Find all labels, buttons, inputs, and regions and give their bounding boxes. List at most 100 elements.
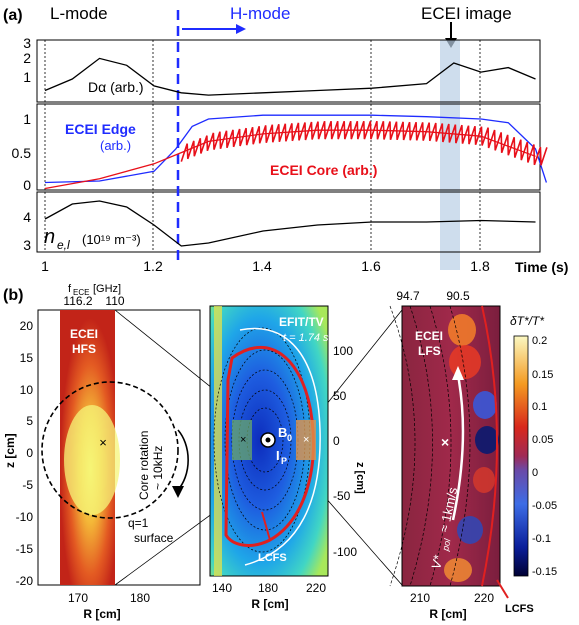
b0-dot	[265, 437, 271, 443]
hfs-hot-region	[64, 405, 120, 515]
y2-tick-1: 1	[23, 111, 31, 127]
left-y-ticks: 20 15 10 5 0 -5 -10 -15 -20	[16, 319, 34, 588]
left-ytick-m15: -15	[16, 542, 34, 556]
core-rotation-value: ~ 10kHz	[151, 446, 165, 490]
left-xtick-170: 170	[68, 591, 88, 605]
lfs-mode-blobs	[444, 314, 499, 582]
lcfs-right-pointer	[496, 579, 509, 599]
x-tick-1: 1	[41, 258, 49, 274]
y3-tick-4: 4	[23, 209, 31, 225]
left-ytick-20: 20	[20, 319, 34, 333]
mid-ztick-100: 100	[333, 344, 353, 358]
panel-a-data-lines	[44, 57, 548, 247]
efit-label: EFIT/TV	[279, 315, 324, 329]
x-tick-12: 1.2	[143, 258, 163, 274]
fece-sub-left: ECE	[73, 288, 89, 297]
vertical-gridlines	[44, 40, 481, 252]
lfs-title: ECEI	[415, 329, 443, 343]
x-tick-18: 1.8	[470, 258, 490, 274]
left-ytick-5: 5	[26, 414, 33, 428]
left-ytick-m20: -20	[16, 574, 34, 588]
b0-sub: 0	[287, 433, 292, 443]
hfs-title: ECEI	[70, 327, 98, 341]
lmode-label: L-mode	[50, 4, 108, 23]
y2-tick-05: 0.5	[12, 145, 32, 161]
y2-tick-0: 0	[23, 177, 31, 193]
ecei-image-label: ECEI image	[421, 4, 512, 23]
left-ytick-0: 0	[26, 446, 33, 460]
right-x-axis-label: R [cm]	[429, 607, 466, 621]
ip-sub: P	[281, 456, 287, 466]
mid-xtick-180: 180	[258, 581, 278, 595]
cbar-tick-0: 0	[532, 467, 538, 479]
cbar-tick-0.1: 0.1	[532, 401, 547, 413]
rotation-arrowhead	[172, 486, 184, 498]
cbar-tick-m0.15: -0.15	[532, 566, 557, 578]
left-ytick-m5: -5	[22, 478, 33, 492]
mid-ztick-m50: -50	[333, 489, 351, 503]
lfs-x-marker: ×	[441, 434, 449, 450]
y1-tick-2: 2	[23, 50, 31, 66]
cbar-tick-m0.1: -0.1	[532, 533, 551, 545]
fece-tick-905: 90.5	[446, 289, 470, 303]
hfs-x-marker: ×	[99, 435, 107, 450]
hfs-sub: HFS	[72, 342, 96, 356]
da-plot-frame	[36, 39, 541, 103]
q1-label: q=1	[128, 516, 149, 530]
da-label: Dα (arb.)	[88, 79, 144, 95]
core-rotation-label: Core rotation	[137, 431, 151, 500]
cbar-tick-0.05: 0.05	[532, 434, 553, 446]
cbar-tick-0.2: 0.2	[532, 335, 547, 347]
rotation-arrow	[177, 429, 189, 491]
q1-surface-circle	[41, 381, 179, 519]
lcfs-pointer	[261, 511, 271, 541]
left-ytick-10: 10	[20, 383, 34, 397]
mid-xtick-140: 140	[212, 581, 232, 595]
x-tick-16: 1.6	[361, 258, 381, 274]
efit-outer-white-contour	[239, 327, 321, 566]
hmode-label: H-mode	[230, 4, 290, 23]
y1-tick-1: 1	[23, 69, 31, 85]
vpol-arrowhead	[452, 366, 464, 380]
mid-ztick-50: 50	[333, 389, 347, 403]
fece-unit-left: [GHz]	[93, 283, 121, 295]
q1-surface-label: surface	[134, 531, 174, 545]
lfs-sub: LFS	[418, 344, 441, 358]
left-ytick-15: 15	[20, 351, 34, 365]
ecei-core-sawtooth	[180, 120, 548, 166]
vpol-symbol: V*	[428, 553, 446, 570]
colorbar-ticks: 0.2 0.15 0.1 0.05 0 -0.05 -0.1 -0.15	[532, 335, 557, 578]
mid-ztick-0: 0	[333, 434, 340, 448]
mid-xtick-220: 220	[306, 581, 326, 595]
panel-a-label: (a)	[3, 7, 23, 24]
hmode-arrowhead	[236, 24, 246, 34]
ecei-core-label: ECEI Core (arb.)	[270, 162, 377, 178]
cbar-tick-0.15: 0.15	[532, 369, 553, 381]
fece-tick-110: 110	[105, 294, 124, 308]
lcfs-boundary	[224, 346, 315, 547]
ne-symbol: n	[44, 226, 55, 248]
mid-x-axis-label: R [cm]	[251, 597, 288, 611]
ecei-edge-unit: (arb.)	[100, 138, 131, 153]
lfs-lcfs-line	[481, 305, 498, 587]
panel-b-label: (b)	[3, 287, 23, 304]
vpol-sub: pol	[440, 537, 453, 553]
efit-hfs-x-marker: ×	[240, 434, 246, 446]
left-ytick-m10: -10	[16, 510, 34, 524]
left-x-axis-label: R [cm]	[83, 607, 120, 621]
cbar-tick-m0.05: -0.05	[532, 500, 557, 512]
ne-subscript: e,l	[57, 238, 70, 252]
core-rotation-group: Core rotation ~ 10kHz	[137, 431, 165, 500]
right-xtick-210: 210	[410, 591, 430, 605]
ecei-edge-label: ECEI Edge	[65, 121, 136, 137]
x-tick-14: 1.4	[252, 258, 272, 274]
b0-label: B	[278, 425, 287, 440]
y1-tick-3: 3	[23, 35, 31, 51]
ip-label: I	[276, 448, 280, 463]
colorbar	[513, 335, 529, 577]
efit-time: t = 1.74 s	[283, 332, 329, 344]
efit-lfs-x-marker: ×	[303, 434, 309, 446]
fece-tick-947: 94.7	[396, 289, 420, 303]
mid-z-axis-label: z [cm]	[354, 462, 366, 494]
ecei-edge-line	[44, 114, 548, 184]
